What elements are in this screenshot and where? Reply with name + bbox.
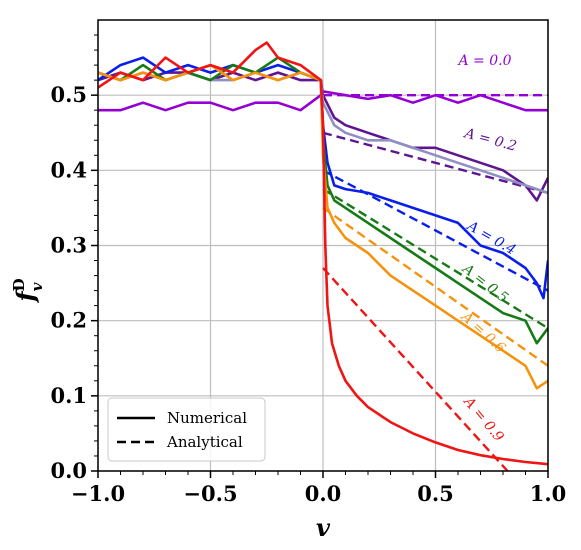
y-tick-label-5: 0.5 bbox=[50, 82, 87, 107]
legend-analytical-label: Analytical bbox=[166, 433, 243, 451]
x-tick-label-0: −1.0 bbox=[71, 481, 125, 506]
series-label-6: A = 0.9 bbox=[459, 393, 507, 445]
y-axis-label: fDv bbox=[10, 278, 46, 303]
x-axis-label: v bbox=[316, 513, 331, 542]
series-analytical-5 bbox=[322, 206, 548, 367]
x-tick-label-4: 1.0 bbox=[530, 481, 567, 506]
y-tick-label-4: 0.4 bbox=[50, 157, 87, 182]
series-numerical-3 bbox=[98, 56, 548, 300]
y-tick-label-1: 0.1 bbox=[50, 383, 87, 408]
y-axis-label-sub: v bbox=[28, 282, 46, 291]
legend-box bbox=[107, 397, 266, 462]
legend: Numerical Analytical bbox=[107, 397, 266, 462]
series-label-1: A = 0.2 bbox=[461, 125, 518, 155]
svg-text:fDv: fDv bbox=[10, 278, 46, 303]
series-analytical-1 bbox=[322, 131, 548, 195]
y-tick-label-3: 0.3 bbox=[50, 233, 87, 258]
series-layer bbox=[98, 41, 548, 471]
series-label-0: A = 0.0 bbox=[456, 53, 511, 69]
x-tick-label-1: −0.5 bbox=[183, 481, 237, 506]
series-analytical-4 bbox=[322, 188, 548, 330]
series-numerical-6 bbox=[98, 41, 548, 466]
legend-numerical-label: Numerical bbox=[167, 409, 247, 427]
x-tick-label-3: 0.5 bbox=[417, 481, 454, 506]
y-axis-label-main: f bbox=[11, 288, 40, 304]
series-analytical-6 bbox=[322, 267, 509, 471]
x-tick-label-2: 0.0 bbox=[305, 481, 342, 506]
y-tick-label-2: 0.2 bbox=[50, 308, 87, 333]
ticks: −1.0 −0.5 0.0 0.5 1.0 0.0 0.1 0.2 0.3 0.4 0.5 bbox=[50, 34, 567, 506]
y-tick-label-0: 0.0 bbox=[50, 458, 87, 483]
y-axis-label-sup: D bbox=[10, 278, 28, 291]
